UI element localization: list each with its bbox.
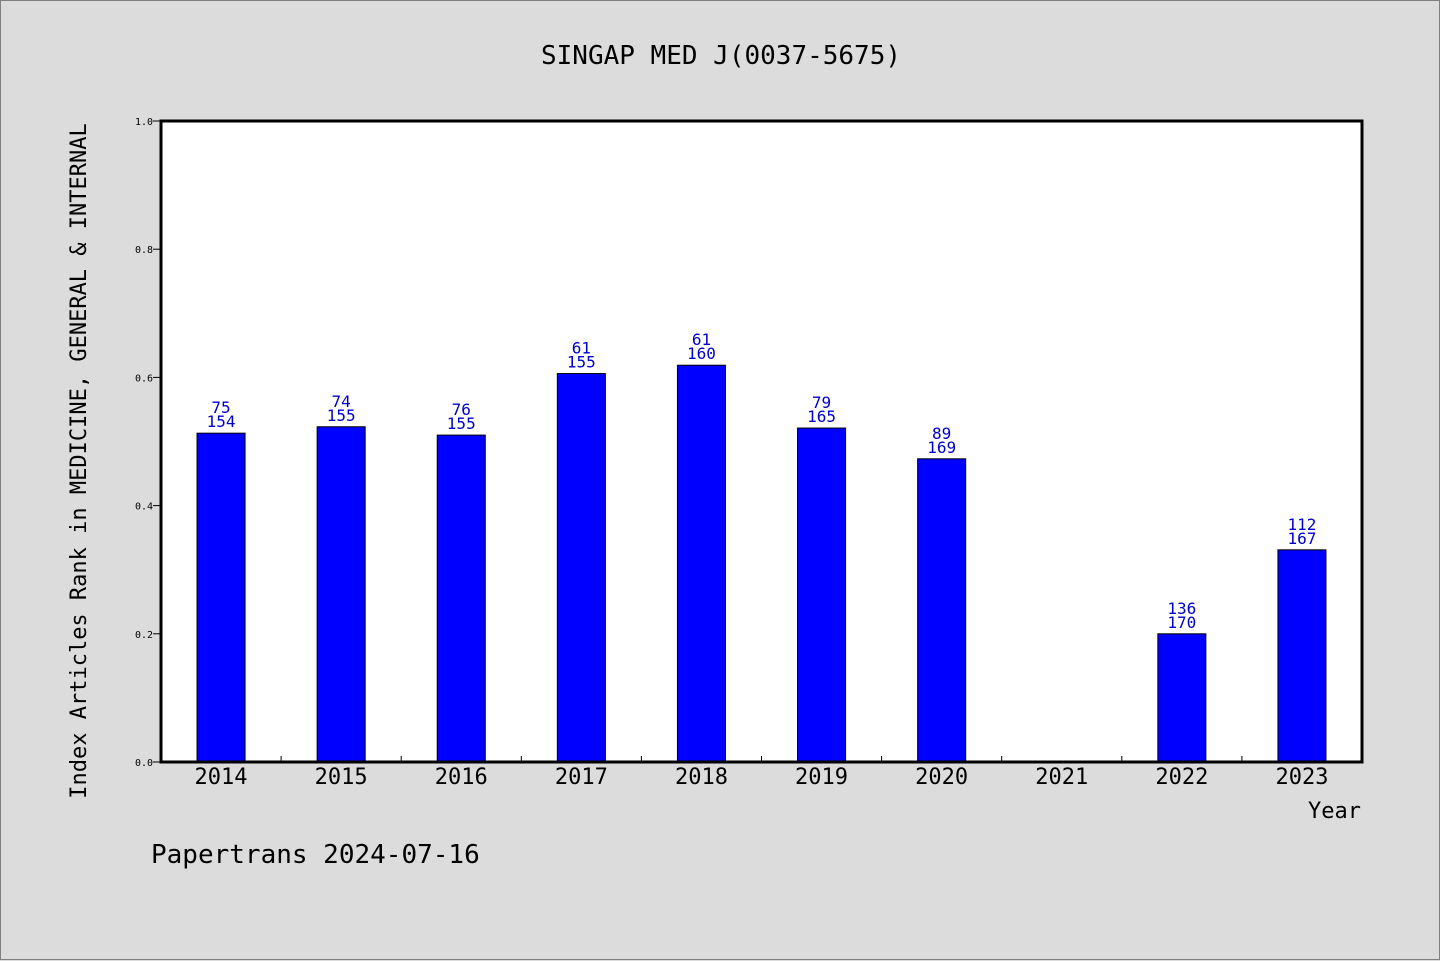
x-tick-label: 2015 (315, 765, 368, 790)
bar-rank-label: 74 (332, 392, 351, 411)
plot-border (159, 119, 1364, 764)
bar-rank-label: 89 (932, 424, 951, 443)
x-tick-label: 2018 (675, 765, 728, 790)
bar-2014 (196, 432, 246, 763)
chart-title: SINGAP MED J(0037-5675) (541, 41, 901, 71)
bar-2017 (556, 373, 606, 763)
bar-total-label: 170 (1167, 613, 1196, 632)
bar-rank-label: 61 (572, 339, 591, 358)
x-tick-label: 2022 (1155, 765, 1208, 790)
x-tick-label: 2023 (1275, 765, 1328, 790)
bar-rank-label: 112 (1287, 515, 1316, 534)
bar-rank-label: 76 (452, 400, 471, 419)
bar-total-label: 155 (567, 353, 596, 372)
y-tick-label: 1.0 (135, 117, 153, 128)
bar-2020 (917, 458, 967, 763)
bar-2018 (676, 364, 726, 763)
footer-credit: Papertrans 2024-07-16 (151, 840, 480, 870)
bar-rank-label: 136 (1167, 599, 1196, 618)
bar-total-label: 154 (207, 412, 236, 431)
y-axis-label: Index Articles Rank in MEDICINE, GENERAL… (67, 123, 92, 799)
ticks-layer: 0.0 0.2 0.4 0.6 0.8 1.0 2014 2015 2016 2017 2018 20… (135, 117, 1329, 790)
bar-2019 (797, 427, 847, 763)
bar-rank-label: 61 (692, 330, 711, 349)
bar-rank-label: 75 (211, 398, 230, 417)
bar-total-label: 169 (927, 438, 956, 457)
bar-total-label: 160 (687, 344, 716, 363)
y-tick-label: 0.4 (135, 502, 153, 513)
bar-2022 (1157, 633, 1207, 763)
y-tick-label: 0.2 (135, 630, 153, 641)
y-tick-label: 0.8 (135, 245, 153, 256)
y-tick-label: 0.0 (135, 758, 153, 769)
bars-layer (196, 364, 1327, 763)
bar-total-label: 155 (447, 414, 476, 433)
x-tick-label: 2019 (795, 765, 848, 790)
x-tick-label: 2020 (915, 765, 968, 790)
bar-2015 (316, 426, 366, 763)
x-tick-label: 2017 (555, 765, 608, 790)
x-axis-label: Year (1308, 799, 1361, 824)
y-tick-label: 0.6 (135, 373, 153, 384)
bar-rank-label: 79 (812, 393, 831, 412)
x-tick-label: 2016 (435, 765, 488, 790)
bar-total-label: 155 (327, 406, 356, 425)
bar-total-label: 165 (807, 407, 836, 426)
bar-2016 (436, 434, 486, 763)
x-tick-label: 2014 (195, 765, 248, 790)
bar-total-label: 167 (1287, 529, 1316, 548)
x-tick-label: 2021 (1035, 765, 1088, 790)
bar-2023 (1277, 549, 1327, 763)
